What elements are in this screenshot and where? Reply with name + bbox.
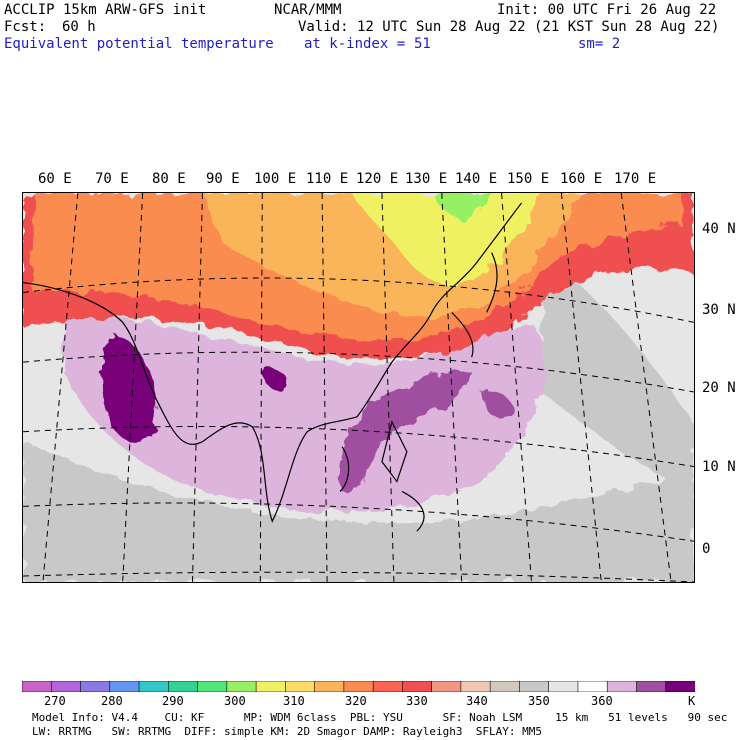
coastlines bbox=[23, 202, 522, 532]
colorbar-tick-label: 270 bbox=[44, 694, 66, 708]
colorbar-swatch bbox=[50, 681, 82, 692]
fcst-label: Fcst: bbox=[4, 19, 47, 35]
lon-label: 70 E bbox=[95, 171, 129, 187]
theta-e-map bbox=[22, 192, 695, 583]
lat-label: 30 N bbox=[702, 302, 736, 318]
colorbar-swatch bbox=[489, 681, 521, 692]
lon-label: 140 E bbox=[455, 171, 498, 187]
colorbar-tick-label: 320 bbox=[345, 694, 367, 708]
colorbar-swatch bbox=[226, 681, 257, 692]
colorbar-tick-label: K bbox=[688, 694, 696, 708]
colorbar-swatch bbox=[606, 681, 638, 692]
colorbar-swatch bbox=[138, 681, 170, 692]
lat-label: 20 N bbox=[702, 380, 736, 396]
colorbar-tick-label: 330 bbox=[406, 694, 428, 708]
fcst-value: 60 h bbox=[62, 19, 96, 35]
lat-label: 0 bbox=[702, 541, 711, 557]
lon-label: 90 E bbox=[206, 171, 240, 187]
colorbar-swatch bbox=[255, 681, 287, 692]
model-info-line1: Model Info: V4.4 CU: KF MP: WDM 6class P… bbox=[32, 711, 728, 724]
lon-label: 80 E bbox=[152, 171, 186, 187]
purple-core-east bbox=[481, 391, 513, 420]
gray-field bbox=[23, 441, 694, 582]
lon-label: 160 E bbox=[560, 171, 603, 187]
lon-label: 120 E bbox=[356, 171, 399, 187]
colorbar-swatch bbox=[197, 681, 228, 692]
gray-field-east bbox=[541, 252, 694, 492]
light-purple-field bbox=[62, 316, 546, 512]
colorbar-tick-label: 280 bbox=[101, 694, 123, 708]
colorbar-swatch bbox=[460, 681, 491, 692]
colorbar-swatch bbox=[372, 681, 404, 692]
colorbar bbox=[22, 681, 695, 692]
lon-label: 150 E bbox=[507, 171, 550, 187]
colorbar-swatch bbox=[665, 681, 695, 692]
colorbar-swatch bbox=[285, 681, 316, 692]
smoothing-label: sm= 2 bbox=[578, 36, 621, 52]
level-label: at k-index = bbox=[304, 36, 406, 52]
colorbar-tick-label: 360 bbox=[591, 694, 613, 708]
purple-core-bay bbox=[262, 368, 285, 389]
colorbar-swatch bbox=[80, 681, 111, 692]
colorbar-swatch bbox=[22, 681, 53, 692]
lat-label: 10 N bbox=[702, 459, 736, 475]
colorbar-tick-label: 350 bbox=[528, 694, 550, 708]
lon-label: 100 E bbox=[254, 171, 297, 187]
init-time: Init: 00 UTC Fri 26 Aug 22 bbox=[497, 2, 717, 18]
colorbar-swatch bbox=[431, 681, 462, 692]
colorbar-tick-label: 340 bbox=[466, 694, 488, 708]
lat-label: 40 N bbox=[702, 221, 736, 237]
colorbar-swatch bbox=[519, 681, 550, 692]
colorbar-swatch bbox=[577, 681, 609, 692]
lon-label: 170 E bbox=[614, 171, 657, 187]
purple-core-india bbox=[102, 332, 156, 443]
colorbar-swatch bbox=[402, 681, 433, 692]
model-info-line2: LW: RRTMG SW: RRTMG DIFF: simple KM: 2D … bbox=[32, 725, 542, 738]
purple-core-scs bbox=[339, 371, 472, 492]
lon-label: 130 E bbox=[405, 171, 448, 187]
valid-time: Valid: 12 UTC Sun 28 Aug 22 (21 KST Sun … bbox=[298, 19, 720, 35]
colorbar-swatch bbox=[314, 681, 345, 692]
colorbar-swatch bbox=[636, 681, 667, 692]
lon-label: 110 E bbox=[306, 171, 349, 187]
colorbar-tick-label: 290 bbox=[162, 694, 184, 708]
colorbar-swatch bbox=[548, 681, 579, 692]
colorbar-swatch bbox=[168, 681, 199, 692]
center-label: NCAR/MMM bbox=[274, 2, 342, 18]
field-name: Equivalent potential temperature bbox=[4, 36, 274, 52]
level-value: 51 bbox=[414, 36, 431, 52]
lon-label: 60 E bbox=[38, 171, 72, 187]
yellow-field bbox=[352, 193, 542, 285]
colorbar-swatch bbox=[343, 681, 374, 692]
colorbar-tick-label: 300 bbox=[224, 694, 246, 708]
colorbar-tick-label: 310 bbox=[283, 694, 305, 708]
colorbar-swatch bbox=[109, 681, 140, 692]
green-field bbox=[431, 193, 492, 219]
model-title: ACCLIP 15km ARW-GFS init bbox=[4, 2, 207, 18]
